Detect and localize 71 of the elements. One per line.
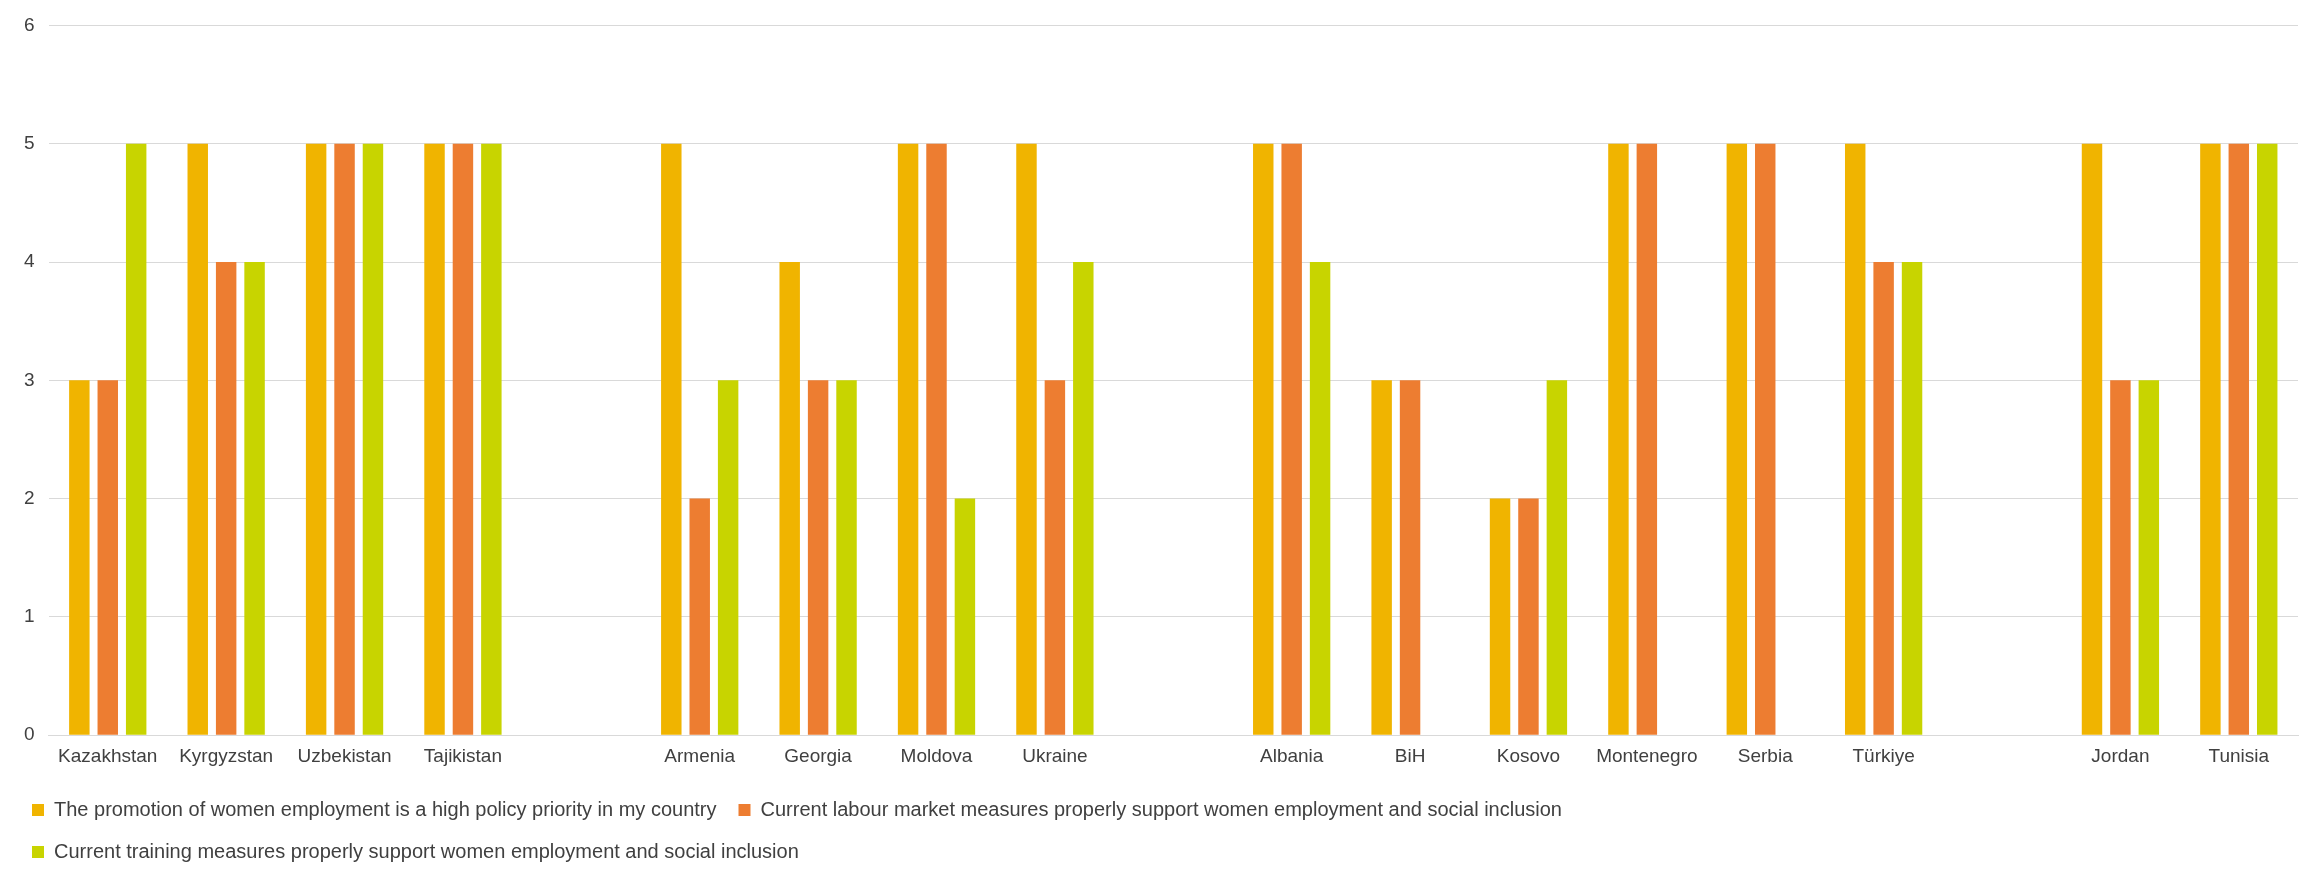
- bar: [2200, 143, 2221, 735]
- legend-label: Current training measures properly support women employment and social inclusion: [54, 839, 799, 862]
- y-tick-label: 6: [23, 13, 35, 35]
- bar: [187, 143, 208, 735]
- bar: [1281, 143, 1302, 735]
- x-tick-label: Tunisia: [2208, 744, 2270, 766]
- bar: [1371, 380, 1392, 735]
- bar: [926, 143, 947, 735]
- bar: [1901, 262, 1923, 735]
- bar: [954, 498, 976, 735]
- bar: [481, 143, 502, 735]
- bar: [717, 380, 739, 735]
- bar: [97, 380, 118, 735]
- bar: [1016, 143, 1037, 735]
- y-tick-label: 4: [23, 250, 35, 272]
- y-tick-label: 2: [23, 486, 35, 508]
- y-tick-label: 5: [23, 131, 35, 153]
- x-tick-label: Armenia: [664, 744, 736, 766]
- x-tick-label: Kazakhstan: [58, 744, 158, 766]
- bar: [1726, 143, 1748, 735]
- x-tick-label: Montenegro: [1596, 744, 1698, 766]
- bar: [2228, 143, 2250, 735]
- bar: [836, 380, 857, 735]
- bar: [1518, 498, 1539, 735]
- bar: [779, 262, 800, 735]
- bar: [1546, 380, 1568, 735]
- bar: [244, 262, 265, 735]
- y-tick-label: 0: [23, 723, 35, 745]
- y-tick-label: 1: [23, 605, 35, 627]
- bar: [1044, 380, 1066, 735]
- x-tick-label: Türkiye: [1852, 744, 1915, 766]
- x-tick-label: Jordan: [2091, 744, 2150, 766]
- bar: [305, 143, 327, 735]
- bar: [2138, 380, 2160, 735]
- bar: [334, 143, 355, 735]
- bar: [362, 143, 384, 735]
- legend-label: Current labour market measures properly support women employment and social inclusion: [760, 797, 1562, 820]
- y-tick-label: 3: [23, 368, 35, 390]
- bar: [1399, 380, 1421, 735]
- legend-label: The promotion of women employment is a high policy priority in my country: [54, 797, 717, 820]
- x-tick-label: BiH: [1394, 744, 1426, 766]
- bar: [1844, 143, 1866, 735]
- bar: [1755, 143, 1776, 735]
- bar: [215, 262, 237, 735]
- bar: [424, 143, 445, 735]
- x-tick-label: Uzbekistan: [297, 744, 392, 766]
- bar: [807, 380, 829, 735]
- bar: [1073, 262, 1094, 735]
- bar: [1309, 262, 1331, 735]
- x-tick-label: Kyrgyzstan: [179, 744, 274, 766]
- bar: [1253, 143, 1274, 735]
- bar: [452, 143, 474, 735]
- bar: [69, 380, 90, 735]
- x-tick-label: Ukraine: [1022, 744, 1088, 766]
- bar: [1873, 262, 1894, 735]
- bar: [2256, 143, 2278, 735]
- bar: [125, 143, 147, 735]
- bar: [1489, 498, 1511, 735]
- bar: [1608, 143, 1629, 735]
- bar: [689, 498, 710, 735]
- bar: [2081, 143, 2103, 735]
- bar: [897, 143, 919, 735]
- bar: [2110, 380, 2131, 735]
- bar: [1636, 143, 1658, 735]
- x-tick-label: Georgia: [784, 744, 853, 766]
- x-tick-label: Tajikistan: [423, 744, 503, 766]
- x-tick-label: Kosovo: [1496, 744, 1561, 766]
- x-tick-label: Moldova: [900, 744, 973, 766]
- x-tick-label: Serbia: [1737, 744, 1794, 766]
- bar: [661, 143, 682, 735]
- x-tick-label: Albania: [1259, 744, 1324, 766]
